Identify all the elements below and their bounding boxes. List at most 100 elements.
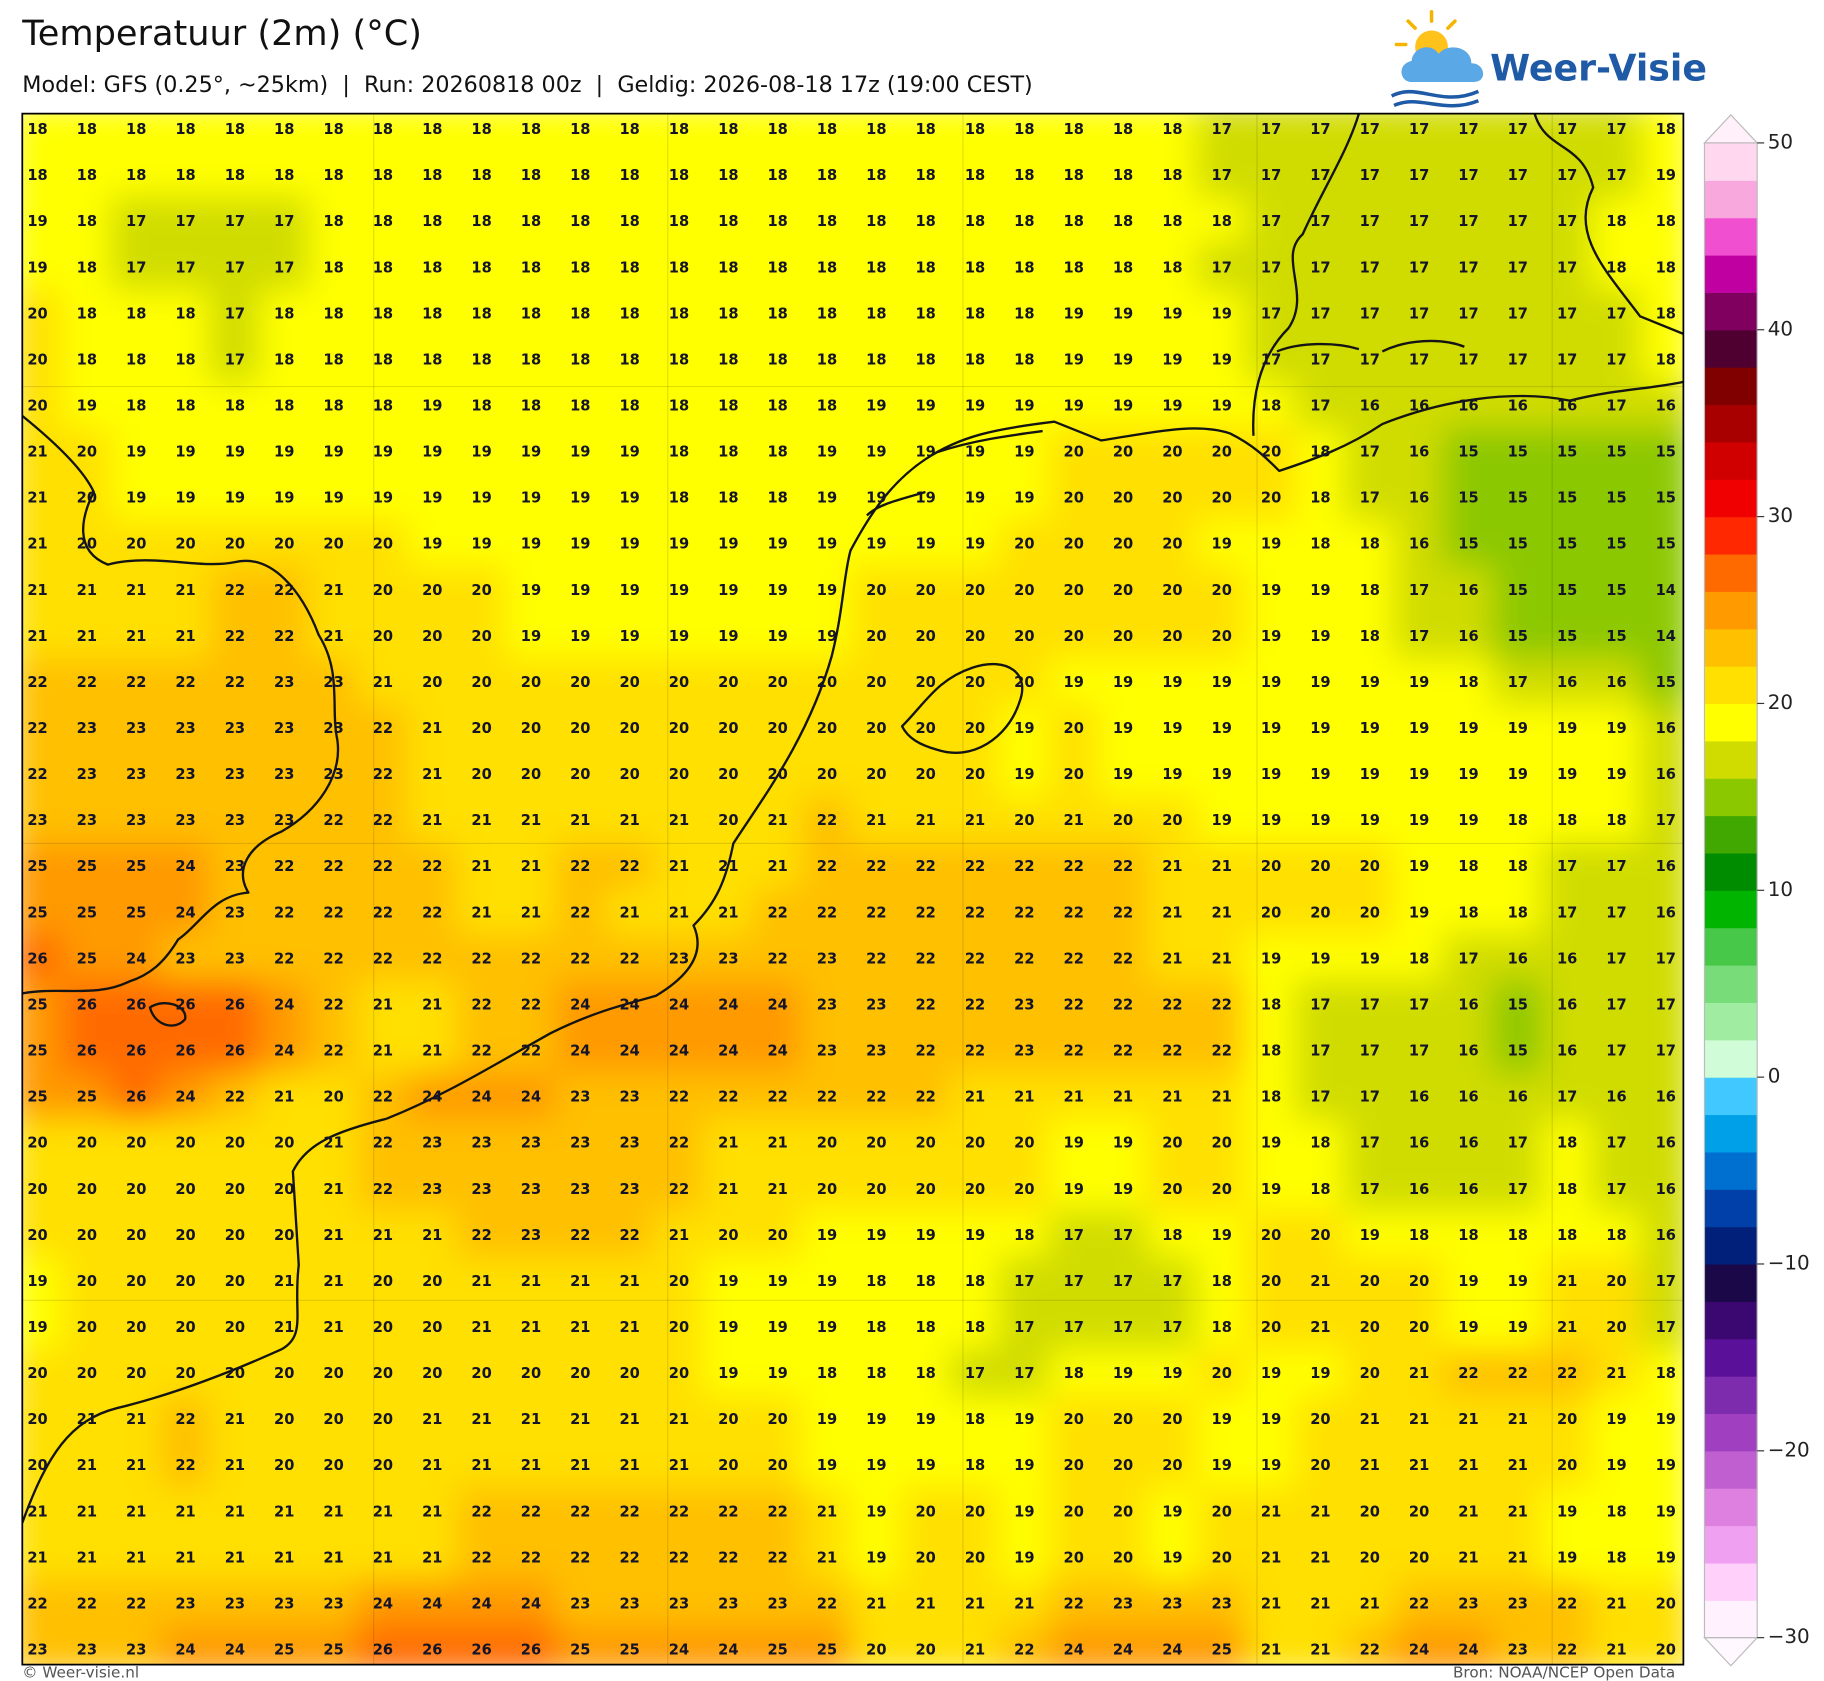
temperature-cell [258, 888, 310, 936]
temperature-cell [1147, 1487, 1198, 1535]
temperature-cell [456, 658, 507, 706]
temperature-label: 19 [1310, 812, 1330, 829]
temperature-label: 22 [471, 950, 491, 967]
temperature-label: 24 [1113, 1642, 1133, 1659]
temperature-label: 20 [274, 1457, 294, 1474]
temperature-label: 25 [619, 1642, 639, 1659]
temperature-cell [1147, 1349, 1198, 1397]
temperature-label: 19 [1360, 720, 1380, 737]
temperature-cell [357, 750, 409, 798]
temperature-label: 23 [77, 766, 97, 783]
temperature-cell [1443, 1211, 1494, 1259]
temperature-label: 19 [1212, 1227, 1232, 1244]
temperature-cell [22, 1303, 63, 1351]
temperature-label: 21 [274, 1503, 294, 1520]
temperature-label: 22 [471, 1227, 491, 1244]
temperature-cell [703, 1487, 754, 1535]
temperature-label: 20 [965, 766, 985, 783]
temperature-cell [456, 427, 507, 476]
temperature-label: 21 [1458, 1457, 1478, 1474]
temperature-label: 17 [1310, 121, 1330, 138]
temperature-cell [555, 1072, 606, 1121]
temperature-cell [900, 888, 951, 936]
temperature-label: 21 [373, 1227, 393, 1244]
temperature-cell [1147, 1533, 1198, 1581]
temperature-label: 19 [1409, 812, 1429, 829]
temperature-label: 19 [1508, 1273, 1528, 1290]
temperature-cell [1393, 934, 1445, 982]
temperature-label: 20 [1014, 1135, 1034, 1152]
temperature-cell [1147, 842, 1198, 890]
temperature-cell [555, 1211, 606, 1259]
temperature-label: 19 [1162, 674, 1182, 691]
temperature-label: 21 [521, 858, 541, 875]
temperature-label: 18 [767, 305, 787, 322]
temperature-label: 20 [1162, 1457, 1182, 1474]
temperature-cell [1245, 565, 1297, 614]
temperature-label: 20 [323, 1365, 343, 1382]
temperature-label: 21 [1113, 1089, 1133, 1106]
temperature-label: 19 [323, 444, 343, 461]
temperature-label: 18 [274, 397, 294, 414]
temperature-cell [1591, 519, 1642, 568]
temperature-cell [851, 1533, 902, 1581]
temperature-label: 20 [1409, 1319, 1429, 1336]
temperature-label: 21 [77, 1411, 97, 1428]
temperature-label: 22 [225, 674, 245, 691]
temperature-cell [61, 113, 113, 153]
temperature-label: 17 [1508, 213, 1528, 230]
temperature-cell [1393, 151, 1445, 199]
temperature-cell [110, 934, 162, 982]
temperature-label: 19 [1409, 720, 1429, 737]
temperature-label: 19 [1014, 1411, 1034, 1428]
temperature-label: 19 [1113, 397, 1133, 414]
temperature-label: 18 [619, 121, 639, 138]
temperature-cell [61, 842, 113, 890]
temperature-cell [604, 1533, 655, 1581]
temperature-label: 15 [1458, 536, 1478, 553]
temperature-label: 22 [570, 1227, 590, 1244]
temperature-label: 20 [1360, 1503, 1380, 1520]
temperature-cell [1097, 1441, 1149, 1489]
temperature-cell [1196, 427, 1247, 476]
temperature-cell [258, 612, 310, 660]
temperature-cell [1541, 612, 1593, 660]
temperature-cell [1344, 888, 1396, 936]
temperature-cell [357, 704, 409, 752]
temperature-label: 17 [1064, 1227, 1084, 1244]
temperature-label: 20 [866, 766, 886, 783]
temperature-label: 20 [422, 628, 442, 645]
temperature-label: 18 [126, 351, 146, 368]
temperature-label: 19 [1113, 766, 1133, 783]
temperature-label: 25 [274, 1642, 294, 1659]
temperature-label: 19 [965, 444, 985, 461]
temperature-cell [357, 1257, 409, 1305]
temperature-cell [851, 842, 902, 890]
temperature-cell [900, 704, 951, 752]
temperature-label: 20 [422, 1365, 442, 1382]
temperature-cell [1147, 113, 1198, 153]
temperature-cell [357, 1164, 409, 1213]
temperature-label: 20 [916, 628, 936, 645]
temperature-label: 18 [1162, 259, 1182, 276]
temperature-label: 20 [1212, 628, 1232, 645]
temperature-label: 17 [225, 259, 245, 276]
temperature-label: 20 [1014, 628, 1034, 645]
temperature-cell [505, 980, 557, 1028]
temperature-cell [1640, 197, 1684, 245]
temperature-cell [1295, 612, 1346, 660]
temperature-cell [604, 1072, 655, 1121]
temperature-cell [1541, 1487, 1593, 1535]
temperature-cell [1295, 1211, 1346, 1259]
temperature-cell [1640, 1625, 1684, 1665]
temperature-label: 21 [225, 1549, 245, 1566]
temperature-cell [653, 1072, 705, 1121]
temperature-label: 22 [225, 1089, 245, 1106]
temperature-cell [1097, 519, 1149, 568]
temperature-cell [308, 1579, 359, 1627]
temperature-label: 16 [1458, 996, 1478, 1013]
colorbar-segment [1704, 329, 1758, 368]
temperature-cell [160, 289, 211, 337]
temperature-cell [209, 980, 261, 1028]
temperature-label: 18 [422, 167, 442, 184]
